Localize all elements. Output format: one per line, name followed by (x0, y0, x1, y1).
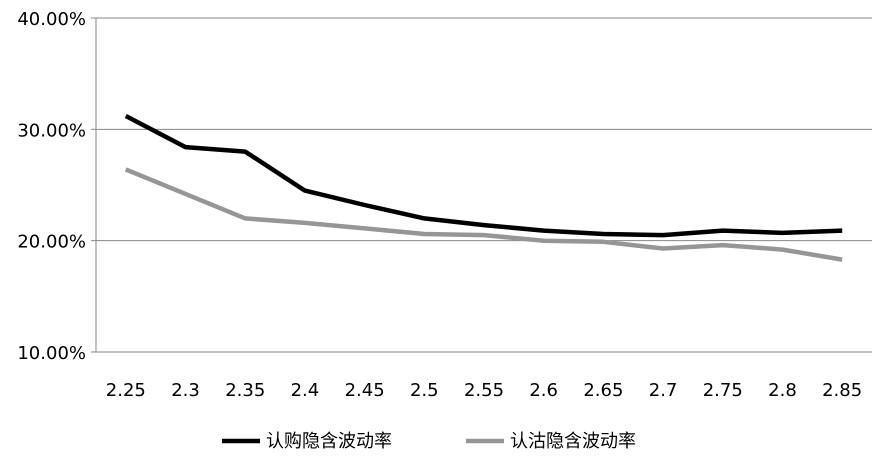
legend: 认购隐含波动率 认沽隐含波动率 (222, 431, 636, 452)
x-tick-label: 2.35 (225, 380, 265, 401)
x-tick-label: 2.5 (410, 380, 439, 401)
x-tick-label: 2.6 (529, 380, 558, 401)
series-line-1 (124, 167, 843, 262)
legend-label-0: 认购隐含波动率 (266, 431, 392, 452)
x-tick-label: 2.55 (464, 380, 504, 401)
series-lines (124, 114, 843, 262)
axes: 10.00% 20.00% 30.00% 40.00% 2.25 2.3 2.35 2.4 2.… (17, 9, 872, 401)
x-tick-label: 2.45 (345, 380, 385, 401)
y-tick-label: 20.00% (17, 232, 86, 253)
x-tick-label: 2.4 (291, 380, 320, 401)
x-tick-label: 2.8 (768, 380, 797, 401)
series-line-0 (124, 114, 843, 238)
y-tick-label: 30.00% (17, 120, 86, 141)
y-tick-label: 10.00% (17, 343, 86, 364)
x-tick-label: 2.7 (649, 380, 678, 401)
x-tick-label: 2.75 (703, 380, 743, 401)
x-tick-label: 2.85 (822, 380, 862, 401)
x-tick-label: 2.3 (171, 380, 200, 401)
legend-label-1: 认沽隐含波动率 (510, 431, 636, 452)
gridlines (96, 17, 872, 242)
x-tick-label: 2.65 (583, 380, 623, 401)
x-tick-label: 2.25 (106, 380, 146, 401)
y-tick-label: 40.00% (17, 9, 86, 30)
